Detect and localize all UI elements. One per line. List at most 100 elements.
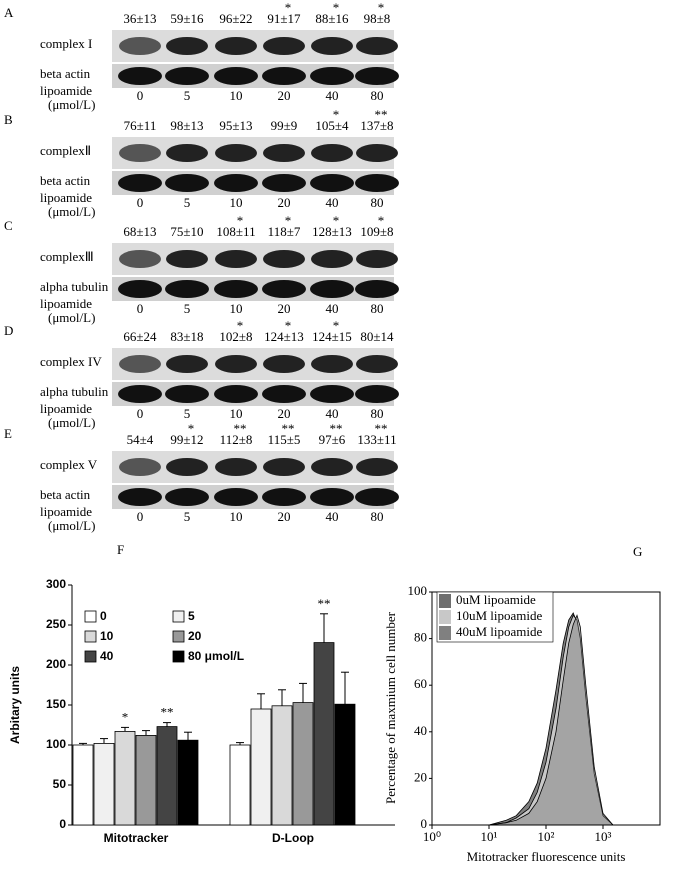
dose: 80 [371,195,384,210]
value-label: 98±8 [364,11,391,26]
dose: 20 [278,406,291,421]
value-label: 96±22 [219,11,252,26]
dose: 5 [184,406,191,421]
band [262,385,306,403]
bar [135,735,157,826]
band [118,280,162,298]
significance: * [333,107,340,122]
band [118,488,162,506]
value-label: 105±4 [315,118,349,133]
bar [72,744,94,826]
y-tick-label: 150 [46,697,66,711]
band [310,67,354,85]
band [215,250,257,268]
protein-label: complex V [40,457,98,472]
dose: 10 [230,406,243,421]
x-tick-label: 10¹ [481,829,498,844]
dose: 40 [326,88,339,103]
protein-label: complexⅡ [40,143,91,158]
dose-label: lipoamide [40,83,92,98]
y-tick-label: 0 [421,816,428,831]
unit-label: (μmol/L) [48,310,95,325]
value-label: 97±6 [319,432,346,447]
y-tick-label: 50 [53,777,67,791]
legend-label: 10uM lipoamide [456,608,543,623]
legend-label: 0uM lipoamide [456,592,536,607]
value-label: 99±9 [271,118,298,133]
y-tick-label: 100 [46,737,66,751]
value-label: 83±18 [170,329,203,344]
band [118,174,162,192]
control-label: beta actin [40,487,91,502]
y-axis-label: Percentage of maxmium cell number [383,611,398,804]
protein-label: complex IV [40,354,102,369]
significance: * [333,0,340,15]
band [263,355,305,373]
band [262,174,306,192]
dose: 40 [326,509,339,524]
band [119,37,161,55]
value-label: 88±16 [315,11,349,26]
band [166,355,208,373]
control-label: alpha tubulin [40,384,109,399]
dose: 40 [326,301,339,316]
band [166,250,208,268]
band [214,174,258,192]
dose: 0 [137,301,144,316]
value-label: 91±17 [267,11,301,26]
bar [177,739,199,826]
panel-letter: E [4,426,12,441]
band [165,280,209,298]
legend-swatch [84,610,97,623]
dose-label: lipoamide [40,190,92,205]
band [214,280,258,298]
band [356,144,398,162]
band [215,458,257,476]
significance: * [237,213,244,228]
value-label: 99±12 [170,432,203,447]
x-tick-label: 10³ [595,829,612,844]
band [166,37,208,55]
significance: * [378,0,385,15]
y-tick-label: 0 [59,817,66,831]
band [214,488,258,506]
x-tick-label: D-Loop [272,831,314,845]
bar [313,642,335,826]
value-label: 124±15 [312,329,352,344]
band [215,355,257,373]
significance: ** [318,596,331,611]
significance: ** [330,421,343,436]
control-label: alpha tubulin [40,279,109,294]
value-label: 59±16 [170,11,204,26]
value-label: 128±13 [312,224,352,239]
band [119,355,161,373]
dose: 40 [326,406,339,421]
band [119,458,161,476]
histogram [488,614,614,826]
significance: * [122,709,129,724]
band [165,174,209,192]
band [263,37,305,55]
value-label: 108±11 [216,224,255,239]
y-tick-label: 100 [408,583,428,598]
bar [292,702,314,826]
bar [229,744,251,826]
dose: 10 [230,88,243,103]
band [355,174,399,192]
panel-letter: G [633,544,642,559]
x-axis-label: Mitotracker fluorescence units [467,849,626,864]
y-tick-label: 250 [46,617,66,631]
band [310,385,354,403]
band [215,37,257,55]
band [214,67,258,85]
legend-swatch [172,610,185,623]
significance: * [378,213,385,228]
significance: * [333,318,340,333]
dose: 80 [371,301,384,316]
legend-swatch [172,630,185,643]
bar [334,703,356,826]
control-label: beta actin [40,66,91,81]
band [356,250,398,268]
band [310,174,354,192]
